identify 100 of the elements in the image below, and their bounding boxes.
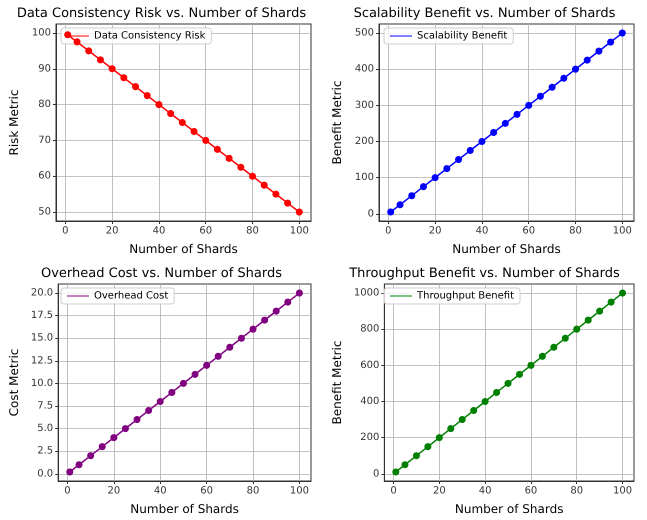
point — [272, 190, 280, 198]
x-tick-label: 0 — [62, 226, 69, 236]
point — [122, 425, 129, 432]
y-tick-label: 0.0 — [37, 468, 54, 480]
x-axis-title: Number of Shards — [454, 502, 564, 516]
y-tick-label: 5.0 — [37, 423, 54, 434]
y-tick-label: 12.5 — [30, 355, 54, 366]
point — [584, 316, 592, 324]
y-tick-label: 60 — [38, 170, 51, 182]
x-tick-label: 40 — [152, 226, 166, 236]
point — [284, 200, 292, 207]
point — [284, 298, 292, 306]
y-tick-label: 7.5 — [37, 400, 54, 412]
point — [238, 334, 245, 342]
point — [214, 352, 222, 360]
point — [482, 398, 489, 405]
chart-title: Throughput Benefit vs. Number of Shards — [348, 266, 620, 281]
y-axis-title: Cost Metric — [7, 348, 21, 416]
point — [466, 147, 474, 154]
point — [167, 110, 174, 118]
point — [538, 352, 546, 360]
y-tick-label: 800 — [360, 324, 380, 335]
point — [560, 74, 568, 82]
x-tick-label: 40 — [476, 226, 488, 236]
point — [536, 92, 544, 100]
point — [203, 362, 210, 369]
y-tick-label: 100 — [354, 172, 374, 184]
y-axis-title: Risk Metric — [7, 90, 21, 156]
x-axis-title: Number of Shards — [130, 502, 239, 516]
y-tick-label: 10.0 — [30, 378, 54, 389]
point — [424, 443, 432, 450]
y-tick-label: 300 — [354, 100, 374, 111]
y-tick-label: 400 — [360, 396, 380, 407]
point — [525, 102, 532, 109]
point — [455, 156, 462, 164]
chart-title: Scalability Benefit vs. Number of Shards — [354, 6, 616, 21]
point — [261, 316, 268, 324]
point — [447, 425, 454, 432]
point — [401, 461, 408, 468]
point — [190, 128, 198, 135]
point — [596, 308, 604, 315]
x-tick-label: 80 — [569, 226, 582, 236]
point — [470, 407, 478, 414]
point — [296, 208, 303, 216]
point — [76, 461, 83, 468]
x-tick-label: 60 — [522, 226, 536, 236]
x-tick-label: 80 — [246, 486, 260, 496]
y-tick-label: 20.0 — [30, 288, 54, 299]
point — [516, 370, 523, 378]
point — [607, 38, 614, 46]
point — [250, 326, 257, 333]
x-tick-label: 100 — [290, 486, 309, 496]
x-tick-label: 60 — [199, 226, 212, 236]
point — [296, 290, 303, 297]
y-axis-title: Benefit Metric — [330, 340, 344, 424]
point — [573, 326, 580, 333]
point — [478, 138, 486, 145]
point — [180, 380, 187, 387]
point — [443, 165, 450, 172]
x-tick-label: 0 — [385, 226, 392, 236]
y-tick-label: 90 — [38, 63, 51, 74]
point — [514, 110, 521, 118]
point — [458, 416, 466, 424]
chart-title: Overhead Cost vs. Number of Shards — [40, 266, 282, 281]
x-tick-label: 20 — [432, 486, 446, 496]
point — [226, 154, 233, 162]
point — [493, 388, 500, 396]
point — [260, 182, 268, 189]
x-tick-label: 60 — [524, 486, 538, 496]
point — [192, 370, 199, 378]
y-tick-label: 600 — [360, 360, 380, 371]
point — [87, 452, 94, 460]
y-tick-label: 70 — [38, 134, 51, 146]
x-tick-label: 100 — [290, 226, 309, 236]
y-tick-label: 15.0 — [30, 332, 54, 344]
x-tick-label: 40 — [154, 486, 167, 496]
point — [155, 101, 162, 108]
point — [108, 65, 116, 72]
y-tick-label: 200 — [360, 432, 380, 444]
legend-label: Throughput Benefit — [416, 290, 514, 302]
y-axis-title: Benefit Metric — [330, 80, 344, 164]
point — [436, 434, 443, 442]
point — [237, 164, 244, 171]
point — [145, 407, 152, 414]
point — [618, 30, 626, 37]
x-tick-label: 100 — [613, 486, 632, 496]
point — [432, 174, 439, 182]
x-tick-label: 80 — [246, 226, 259, 236]
legend-label: Data Consistency Risk — [94, 30, 206, 42]
point — [490, 128, 498, 136]
point — [392, 468, 400, 476]
point — [619, 290, 626, 297]
point — [562, 334, 569, 342]
point — [387, 208, 394, 216]
point — [178, 119, 186, 126]
x-tick-label: 40 — [478, 486, 492, 496]
y-tick-label: 100 — [32, 27, 51, 38]
y-tick-label: 0 — [372, 468, 380, 480]
point — [550, 344, 558, 351]
x-tick-label: 100 — [612, 226, 632, 236]
